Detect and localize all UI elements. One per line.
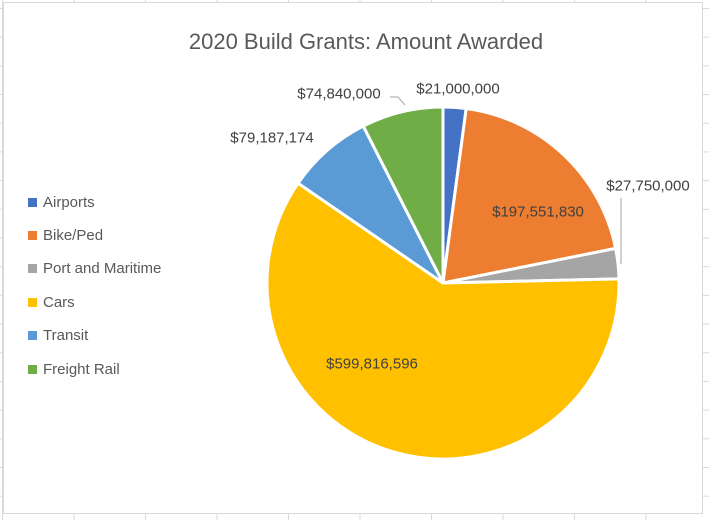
- legend-label: Port and Maritime: [43, 260, 162, 278]
- leader-line-freight-rail: [390, 96, 406, 106]
- legend-item-port-and-maritime[interactable]: Port and Maritime: [28, 259, 161, 279]
- data-label-transit[interactable]: $79,187,174: [230, 129, 314, 147]
- legend-swatch-bike-ped: [28, 230, 37, 240]
- legend-item-cars[interactable]: Cars: [28, 292, 75, 312]
- legend-item-transit[interactable]: Transit: [28, 326, 88, 346]
- data-label-cars[interactable]: $599,816,596: [326, 355, 418, 373]
- legend-label: Airports: [43, 193, 95, 211]
- legend-label: Transit: [43, 327, 89, 345]
- legend-swatch-freight-rail: [28, 364, 37, 374]
- chart-title[interactable]: 2020 Build Grants: Amount Awarded: [188, 29, 544, 54]
- pie-slice-cars[interactable]: [265, 181, 621, 461]
- legend-label: Freight Rail: [43, 360, 120, 378]
- legend-item-freight-rail[interactable]: Freight Rail: [28, 359, 120, 379]
- legend-label: Bike/Ped: [43, 226, 104, 244]
- legend-label: Cars: [43, 293, 75, 311]
- legend-swatch-transit: [28, 331, 37, 341]
- data-label-airports[interactable]: $21,000,000: [416, 80, 500, 98]
- legend-item-bike-ped[interactable]: Bike/Ped: [28, 225, 103, 245]
- legend-swatch-airports: [28, 197, 37, 207]
- data-label-freight-rail[interactable]: $74,840,000: [297, 85, 381, 103]
- data-label-bike-ped[interactable]: $197,551,830: [492, 203, 584, 221]
- data-label-port-and-maritime[interactable]: $27,750,000: [606, 177, 690, 195]
- legend-swatch-cars: [28, 297, 37, 307]
- legend-item-airports[interactable]: Airports: [28, 192, 95, 212]
- legend-swatch-port-and-maritime: [28, 264, 37, 274]
- pie-slice-bike-ped[interactable]: [441, 106, 618, 285]
- pie-slice-freight-rail[interactable]: [361, 105, 445, 284]
